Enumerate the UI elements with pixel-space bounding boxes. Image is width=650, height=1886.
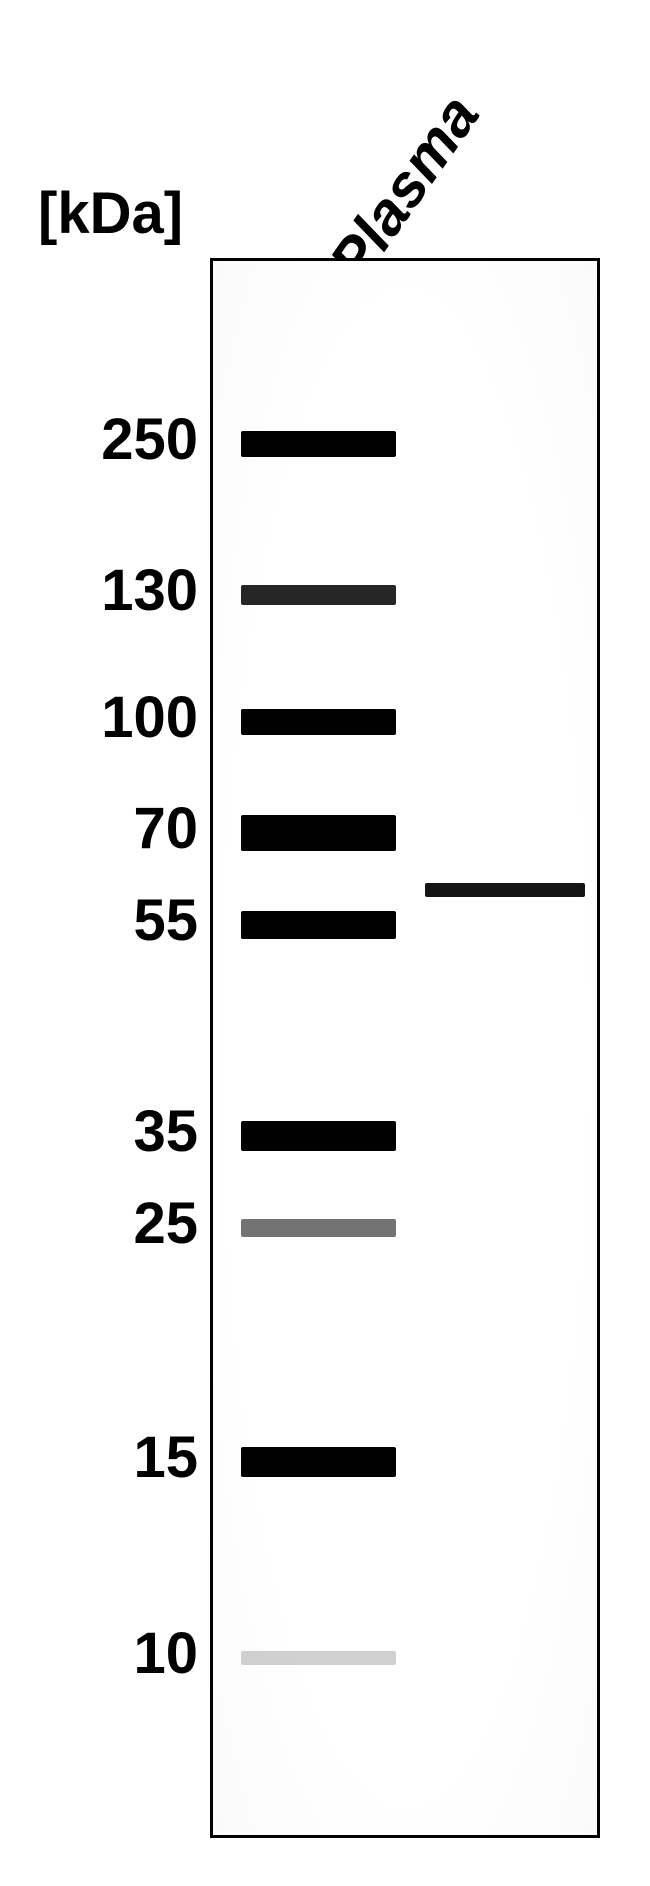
marker-label: 10: [38, 1620, 198, 1687]
marker-band: [241, 1121, 396, 1151]
marker-label: 25: [38, 1190, 198, 1257]
marker-label: 15: [38, 1424, 198, 1491]
marker-band: [241, 1219, 396, 1237]
marker-band: [241, 1447, 396, 1477]
marker-label: 250: [38, 406, 198, 473]
marker-band: [241, 911, 396, 939]
marker-label: 35: [38, 1098, 198, 1165]
marker-label: 100: [38, 684, 198, 751]
marker-label: 70: [38, 795, 198, 862]
marker-label: 130: [38, 557, 198, 624]
blot-shade: [213, 261, 597, 1835]
marker-band: [241, 1651, 396, 1665]
marker-band: [241, 709, 396, 735]
marker-band: [241, 815, 396, 851]
marker-band: [241, 431, 396, 457]
marker-label: 55: [38, 887, 198, 954]
blot-frame: [210, 258, 600, 1838]
marker-band: [241, 585, 396, 605]
sample-band: [425, 883, 585, 897]
kda-unit-label: [kDa]: [38, 180, 183, 247]
